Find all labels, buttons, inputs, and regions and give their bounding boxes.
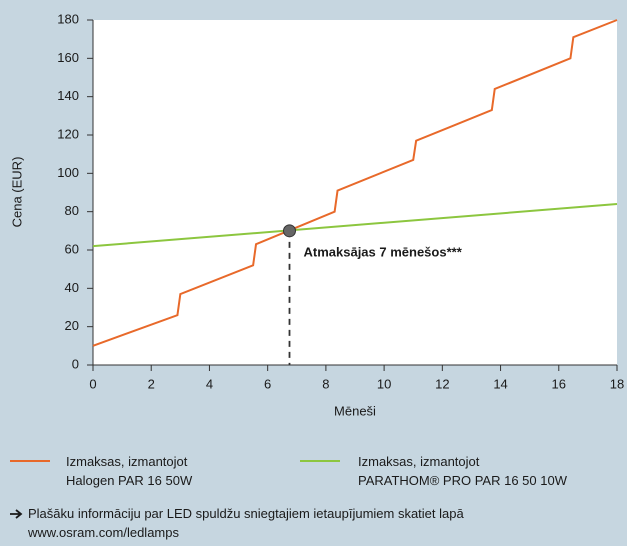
y-tick-label: 180 <box>57 11 79 26</box>
arrow-icon <box>10 509 23 519</box>
x-tick-label: 0 <box>89 376 96 391</box>
footnote: Plašāku informāciju par LED spuldžu snie… <box>28 506 464 521</box>
y-tick-label: 20 <box>65 318 79 333</box>
legend-label: Izmaksas, izmantojot PARATHOM® PRO PAR 1… <box>358 454 567 488</box>
y-tick-label: 140 <box>57 88 79 103</box>
y-tick-label: 60 <box>65 241 79 256</box>
x-tick-label: 14 <box>493 376 507 391</box>
footnote: www.osram.com/ledlamps <box>28 525 179 540</box>
y-tick-label: 80 <box>65 203 79 218</box>
x-tick-label: 8 <box>322 376 329 391</box>
x-tick-label: 16 <box>552 376 566 391</box>
x-axis-label: Mēneši <box>334 403 376 418</box>
annotation-text: Atmaksājas 7 mēnešos*** <box>304 244 463 259</box>
y-tick-label: 40 <box>65 280 79 295</box>
series-line <box>92 203 618 248</box>
y-tick-label: 160 <box>57 50 79 65</box>
y-tick-label: 0 <box>72 356 79 371</box>
x-tick-label: 18 <box>610 376 624 391</box>
y-axis-label: Cena (EUR) <box>9 157 24 228</box>
x-tick-label: 4 <box>206 376 213 391</box>
x-tick-label: 12 <box>435 376 449 391</box>
legend-label: Izmaksas, izmantojot Halogen PAR 16 50W <box>66 454 193 488</box>
x-tick-label: 6 <box>264 376 271 391</box>
x-tick-label: 10 <box>377 376 391 391</box>
plot-area <box>93 20 617 365</box>
x-tick-label: 2 <box>148 376 155 391</box>
series-line <box>92 19 618 347</box>
y-tick-label: 100 <box>57 165 79 180</box>
y-tick-label: 120 <box>57 126 79 141</box>
annotation-point <box>283 224 296 238</box>
